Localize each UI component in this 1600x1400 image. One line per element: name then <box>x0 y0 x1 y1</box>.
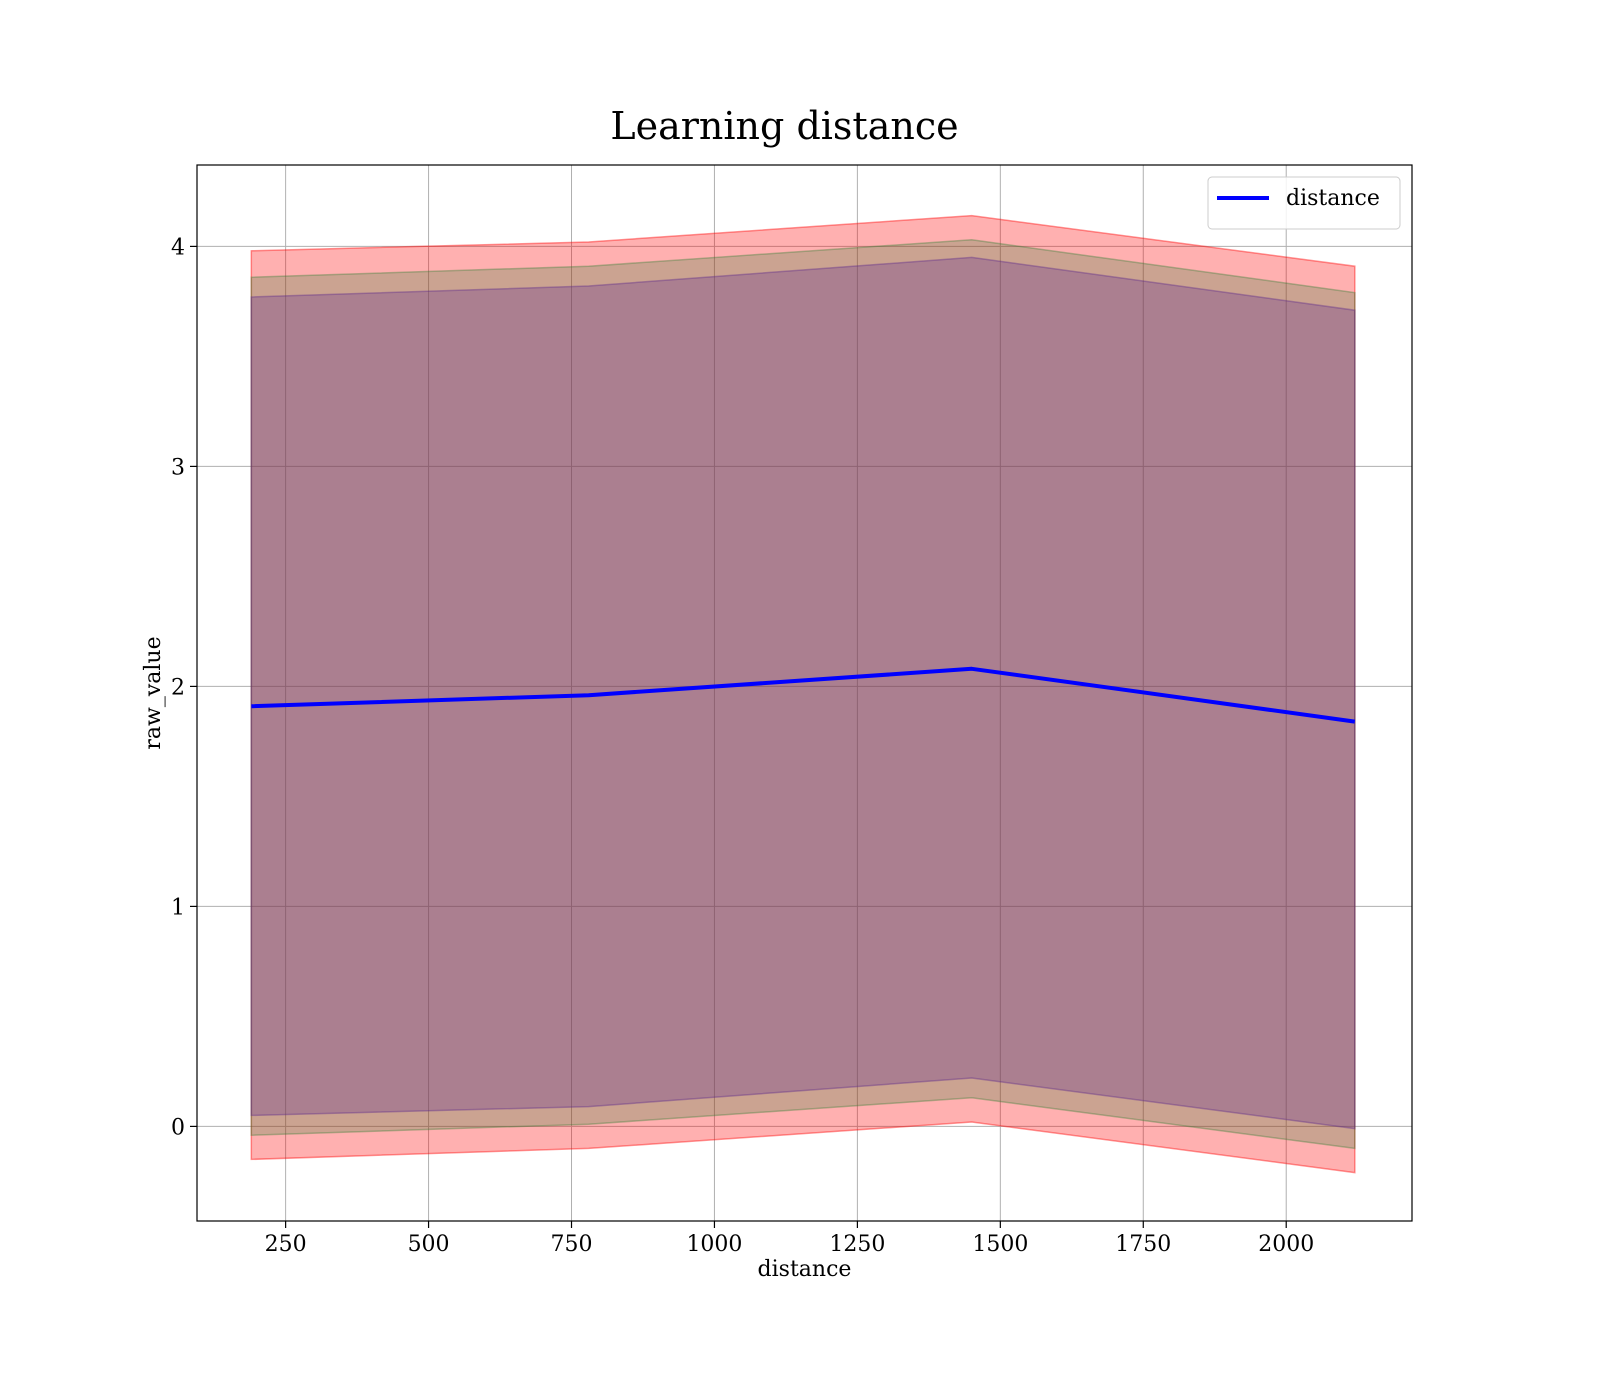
x-tick-label: 1000 <box>686 1232 742 1257</box>
x-tick-label: 1250 <box>829 1232 885 1257</box>
x-axis-label: distance <box>758 1257 852 1282</box>
x-tick-label: 1500 <box>972 1232 1028 1257</box>
legend-box <box>1207 176 1401 230</box>
x-axis-ticks: 250 500 750 1000 1250 1500 1750 2000 <box>265 1221 1314 1257</box>
confidence-bands <box>250 214 1356 1174</box>
x-tick-label: 500 <box>408 1232 450 1257</box>
series-line-distance <box>251 666 1356 724</box>
y-axis-label: raw_value <box>141 636 166 749</box>
confidence-band-2 <box>250 239 1356 1150</box>
legend: distance <box>1207 176 1401 230</box>
chart-title: Learning distance <box>610 104 958 148</box>
legend-items: distance <box>1217 186 1380 211</box>
x-tick-label: 1750 <box>1115 1232 1171 1257</box>
series-lines <box>251 666 1356 724</box>
x-tick-label: 2000 <box>1258 1232 1314 1257</box>
y-axis-ticks: 0 1 2 3 4 <box>171 235 197 1140</box>
legend-label: distance <box>1286 186 1380 211</box>
y-tick-label: 0 <box>171 1115 185 1140</box>
grid <box>197 165 1412 1221</box>
x-tick-label: 250 <box>265 1232 307 1257</box>
y-tick-label: 2 <box>171 675 185 700</box>
confidence-band-3 <box>250 256 1356 1130</box>
plot-frame <box>196 164 1413 1222</box>
x-tick-label: 750 <box>551 1232 593 1257</box>
y-tick-label: 1 <box>171 895 185 920</box>
y-tick-label: 4 <box>171 235 185 260</box>
y-tick-label: 3 <box>171 455 185 480</box>
confidence-band-1 <box>250 214 1356 1174</box>
